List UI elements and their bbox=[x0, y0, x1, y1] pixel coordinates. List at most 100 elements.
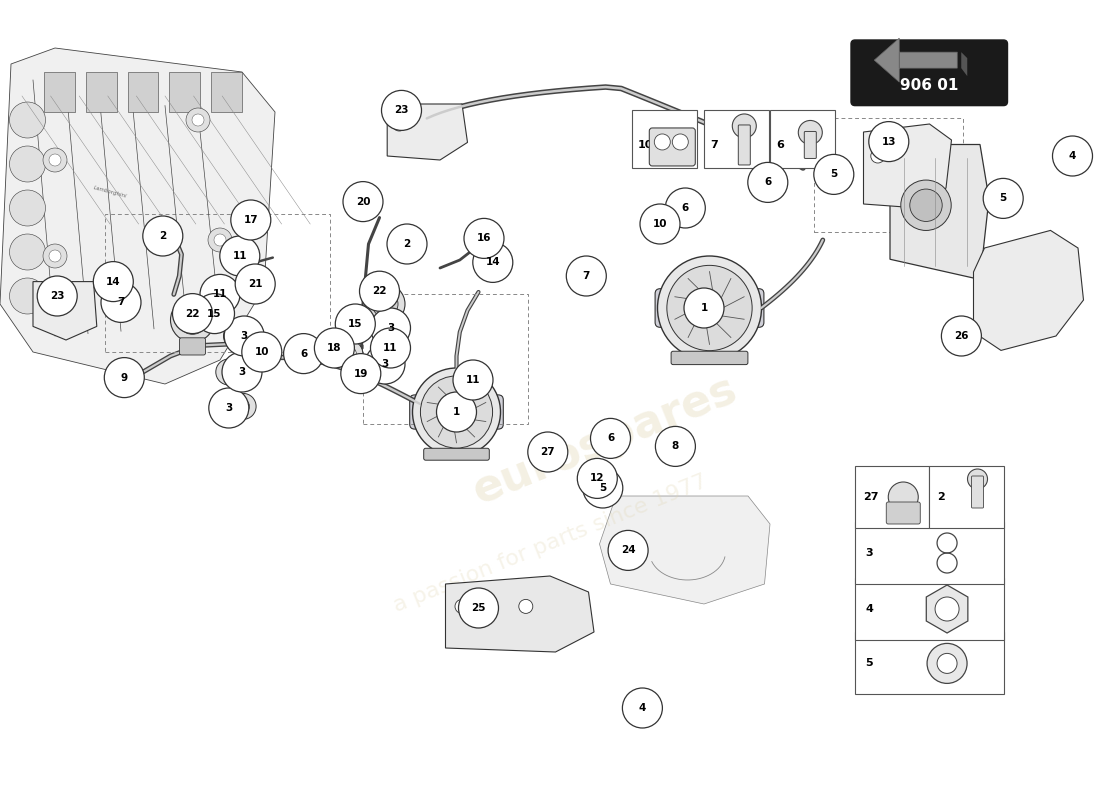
Circle shape bbox=[387, 224, 427, 264]
Text: 25: 25 bbox=[471, 603, 486, 613]
Circle shape bbox=[214, 234, 225, 246]
Text: 22: 22 bbox=[372, 286, 387, 296]
Text: 17: 17 bbox=[243, 215, 258, 225]
Circle shape bbox=[412, 368, 500, 456]
Circle shape bbox=[192, 114, 204, 126]
Text: 10: 10 bbox=[638, 140, 653, 150]
Text: 7: 7 bbox=[710, 140, 717, 150]
Circle shape bbox=[341, 354, 381, 394]
Text: 7: 7 bbox=[583, 271, 590, 281]
Circle shape bbox=[672, 134, 689, 150]
Circle shape bbox=[43, 244, 67, 268]
Circle shape bbox=[459, 588, 498, 628]
Circle shape bbox=[143, 216, 183, 256]
Text: 1: 1 bbox=[701, 303, 707, 313]
Circle shape bbox=[326, 346, 339, 358]
FancyBboxPatch shape bbox=[887, 502, 921, 524]
Circle shape bbox=[656, 426, 695, 466]
Polygon shape bbox=[33, 282, 97, 340]
FancyBboxPatch shape bbox=[855, 578, 1003, 640]
Text: 4: 4 bbox=[865, 604, 873, 614]
Circle shape bbox=[393, 117, 406, 131]
Text: 5: 5 bbox=[1000, 194, 1006, 203]
Circle shape bbox=[242, 332, 282, 372]
Circle shape bbox=[983, 178, 1023, 218]
Circle shape bbox=[519, 599, 532, 614]
Polygon shape bbox=[211, 72, 242, 112]
Circle shape bbox=[869, 122, 909, 162]
Circle shape bbox=[910, 189, 943, 222]
FancyBboxPatch shape bbox=[855, 466, 930, 528]
Circle shape bbox=[420, 376, 493, 448]
Circle shape bbox=[937, 654, 957, 674]
Circle shape bbox=[315, 328, 354, 368]
Circle shape bbox=[371, 328, 410, 368]
Circle shape bbox=[473, 242, 513, 282]
Circle shape bbox=[50, 250, 60, 262]
Circle shape bbox=[10, 102, 45, 138]
Text: 6: 6 bbox=[682, 203, 689, 213]
Text: 3: 3 bbox=[865, 548, 872, 558]
Circle shape bbox=[799, 121, 823, 145]
Text: 11: 11 bbox=[383, 343, 398, 353]
Text: 18: 18 bbox=[327, 343, 342, 353]
Polygon shape bbox=[0, 48, 275, 384]
FancyBboxPatch shape bbox=[649, 128, 695, 166]
Polygon shape bbox=[874, 38, 957, 82]
FancyBboxPatch shape bbox=[179, 338, 206, 355]
Polygon shape bbox=[44, 72, 75, 112]
Circle shape bbox=[173, 294, 212, 334]
Text: 3: 3 bbox=[387, 323, 394, 333]
Circle shape bbox=[935, 597, 959, 621]
Polygon shape bbox=[86, 72, 117, 112]
Circle shape bbox=[464, 218, 504, 258]
Circle shape bbox=[170, 298, 214, 342]
Circle shape bbox=[178, 306, 207, 334]
Text: 26: 26 bbox=[954, 331, 969, 341]
Circle shape bbox=[942, 316, 981, 356]
Circle shape bbox=[528, 432, 568, 472]
Text: 23: 23 bbox=[50, 291, 65, 301]
Text: eurospares: eurospares bbox=[466, 367, 744, 513]
FancyBboxPatch shape bbox=[971, 476, 983, 508]
Polygon shape bbox=[128, 72, 158, 112]
Circle shape bbox=[208, 228, 232, 252]
Text: 7: 7 bbox=[118, 298, 124, 307]
Circle shape bbox=[889, 482, 918, 512]
Polygon shape bbox=[926, 585, 968, 633]
Circle shape bbox=[814, 154, 854, 194]
Circle shape bbox=[186, 108, 210, 132]
Circle shape bbox=[378, 322, 392, 334]
FancyBboxPatch shape bbox=[409, 395, 504, 429]
Text: 12: 12 bbox=[590, 474, 605, 483]
Circle shape bbox=[104, 358, 144, 398]
Circle shape bbox=[343, 347, 356, 360]
Circle shape bbox=[968, 469, 988, 489]
Circle shape bbox=[94, 262, 133, 302]
Text: 24: 24 bbox=[620, 546, 636, 555]
Circle shape bbox=[220, 236, 260, 276]
Text: 2: 2 bbox=[404, 239, 410, 249]
Circle shape bbox=[101, 282, 141, 322]
FancyBboxPatch shape bbox=[656, 289, 763, 327]
Circle shape bbox=[365, 284, 405, 324]
Circle shape bbox=[654, 134, 670, 150]
Polygon shape bbox=[890, 145, 989, 279]
Circle shape bbox=[455, 599, 469, 614]
FancyBboxPatch shape bbox=[804, 131, 816, 158]
Text: 6: 6 bbox=[764, 178, 771, 187]
Circle shape bbox=[10, 234, 45, 270]
FancyBboxPatch shape bbox=[373, 320, 397, 336]
Circle shape bbox=[284, 334, 323, 374]
Circle shape bbox=[231, 200, 271, 240]
Circle shape bbox=[453, 360, 493, 400]
Circle shape bbox=[43, 148, 67, 172]
Circle shape bbox=[871, 149, 884, 163]
FancyBboxPatch shape bbox=[424, 448, 490, 460]
Circle shape bbox=[230, 330, 243, 342]
Text: 21: 21 bbox=[248, 279, 263, 289]
Circle shape bbox=[336, 304, 375, 344]
Text: 13: 13 bbox=[881, 137, 896, 146]
Circle shape bbox=[378, 336, 405, 362]
Circle shape bbox=[10, 278, 45, 314]
